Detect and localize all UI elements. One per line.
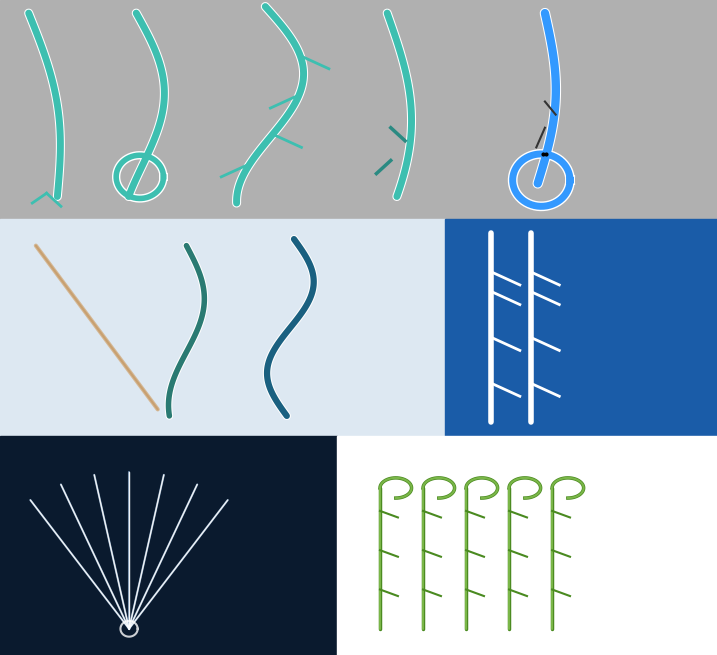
Bar <box>337 436 717 655</box>
Bar <box>0 436 337 655</box>
Bar <box>0 219 445 436</box>
Bar <box>0 0 717 219</box>
Bar <box>445 219 717 436</box>
